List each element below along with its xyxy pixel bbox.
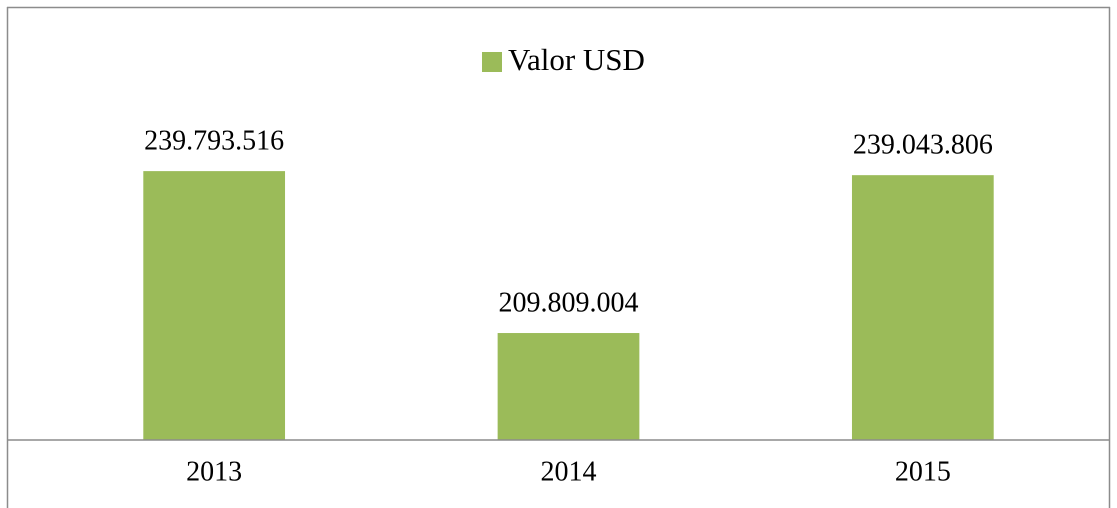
bar xyxy=(497,333,640,440)
x-tick-label: 2015 xyxy=(895,456,951,487)
bar xyxy=(143,171,286,440)
value-label: 239.793.516 xyxy=(144,126,284,157)
x-tick-label: 2014 xyxy=(541,456,597,487)
value-label: 239.043.806 xyxy=(853,130,993,161)
value-label: 209.809.004 xyxy=(499,287,639,318)
legend-swatch xyxy=(482,52,502,72)
bar xyxy=(851,175,994,440)
legend-label: Valor USD xyxy=(508,42,645,77)
x-tick-label: 2013 xyxy=(186,456,242,487)
